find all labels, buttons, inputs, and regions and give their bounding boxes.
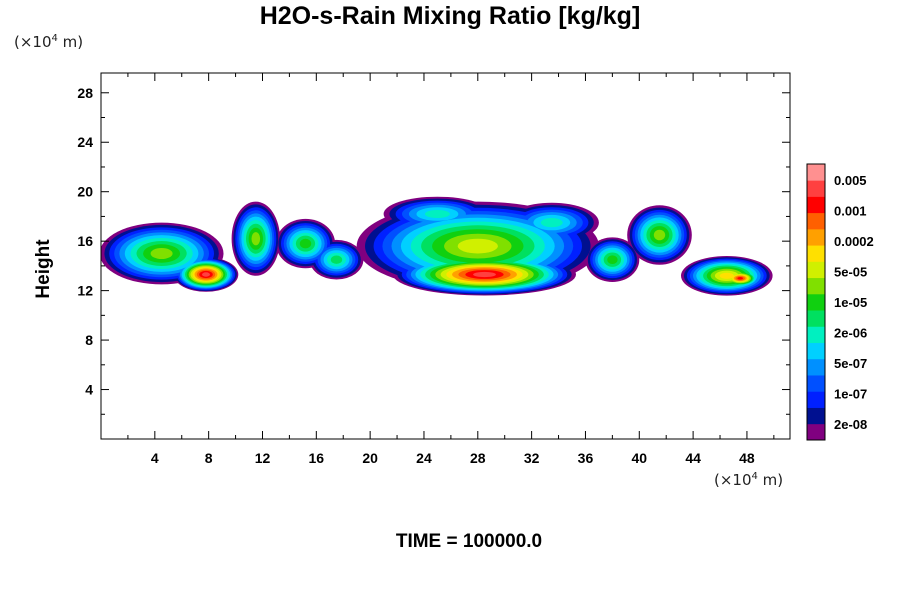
plot-frame xyxy=(100,72,791,440)
y-tick-label: 16 xyxy=(77,233,93,249)
contour-band xyxy=(607,255,618,264)
y-tick-label: 28 xyxy=(77,85,93,101)
x-tick-label: 48 xyxy=(739,450,755,466)
colorbar-frame xyxy=(806,163,826,441)
x-tick-label: 20 xyxy=(362,450,378,466)
x-tick-label: 8 xyxy=(205,450,213,466)
contour-field xyxy=(101,196,773,296)
colorbar-swatch xyxy=(807,196,825,214)
colorbar-swatch xyxy=(807,342,825,360)
contour-band xyxy=(330,255,343,264)
colorbar-swatch xyxy=(807,212,825,230)
contour-band xyxy=(251,232,261,246)
colorbar-swatch xyxy=(807,180,825,197)
colorbar-swatch xyxy=(807,407,825,425)
contour-band xyxy=(150,248,173,259)
contour-band xyxy=(540,218,563,228)
colorbar-label: 2e-08 xyxy=(834,417,867,432)
y-axis-unit: (×104 m) xyxy=(14,33,84,51)
colorbar-swatch xyxy=(807,326,825,343)
x-tick-label: 4 xyxy=(151,450,159,466)
chart-title: H2O-s-Rain Mixing Ratio [kg/kg] xyxy=(259,2,641,30)
colorbar-swatch xyxy=(807,423,825,441)
x-tick-label: 44 xyxy=(685,450,701,466)
x-axis-ticks: 4 8 12 16 20 24 28 32 36 40 44 48 xyxy=(127,73,775,466)
colorbar-swatch xyxy=(807,277,825,295)
x-tick-label: 12 xyxy=(255,450,271,466)
x-tick-label: 36 xyxy=(578,450,594,466)
contour-band xyxy=(424,210,450,218)
x-axis-unit: (×104 m) xyxy=(714,471,784,489)
contour-band xyxy=(473,271,496,278)
contour-band xyxy=(719,272,734,279)
colorbar-label: 1e-07 xyxy=(834,387,867,402)
colorbar-label: 0.005 xyxy=(834,173,867,188)
contour-band xyxy=(202,272,210,277)
contour-band xyxy=(299,238,312,249)
contour-band xyxy=(653,229,666,241)
x-tick-label: 16 xyxy=(309,450,325,466)
colorbar-swatch xyxy=(807,228,825,246)
x-tick-label: 40 xyxy=(631,450,647,466)
x-tick-label: 32 xyxy=(524,450,540,466)
colorbar-label: 5e-05 xyxy=(834,265,867,280)
colorbar-label: 0.001 xyxy=(834,204,867,219)
colorbar: 0.005 0.001 0.0002 5e-05 1e-05 2e-06 5e-07 1e-0… xyxy=(806,163,874,441)
colorbar-swatch xyxy=(807,358,825,376)
time-label: TIME = 100000.0 xyxy=(395,531,543,552)
colorbar-swatch xyxy=(807,310,825,327)
y-tick-label: 4 xyxy=(85,382,93,398)
contour-band xyxy=(737,277,743,280)
colorbar-label: 0.0002 xyxy=(834,234,874,249)
colorbar-label: 5e-07 xyxy=(834,356,867,371)
colorbar-swatch xyxy=(807,391,825,408)
contour-band xyxy=(457,238,498,254)
y-tick-label: 12 xyxy=(77,283,93,299)
colorbar-swatch xyxy=(807,375,825,392)
colorbar-swatch xyxy=(807,261,825,279)
y-axis-ticks: 4 8 12 16 20 24 28 xyxy=(77,85,790,415)
y-tick-label: 24 xyxy=(77,134,93,150)
colorbar-label: 2e-06 xyxy=(834,326,867,341)
colorbar-label: 1e-05 xyxy=(834,295,867,310)
colorbar-swatch xyxy=(807,164,825,181)
y-tick-label: 20 xyxy=(77,184,93,200)
colorbar-swatch xyxy=(807,293,825,311)
colorbar-swatch xyxy=(807,245,825,262)
x-tick-label: 28 xyxy=(470,450,486,466)
x-tick-label: 24 xyxy=(416,450,432,466)
y-tick-label: 8 xyxy=(85,332,93,348)
